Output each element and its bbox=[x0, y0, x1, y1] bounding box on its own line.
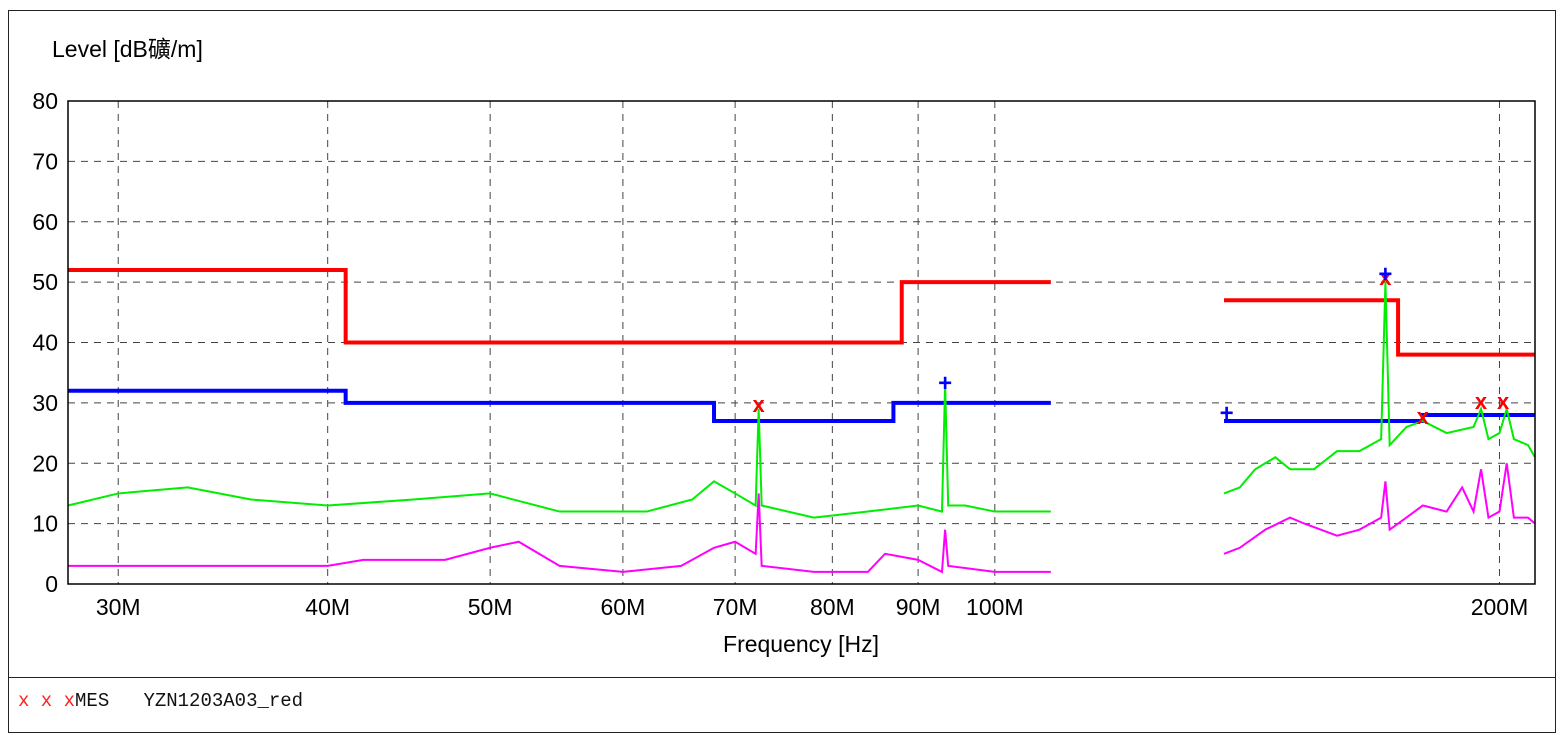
x-tick-label: 200M bbox=[1471, 594, 1529, 620]
peak-marker-plus: + bbox=[1220, 400, 1234, 427]
x-tick-labels: 30M 40M 50M 60M 70M 80M 90M 100M 200M bbox=[96, 594, 1528, 620]
measurement-traces bbox=[67, 282, 1536, 574]
y-tick-label: 30 bbox=[32, 390, 58, 416]
peak-marker-x: x bbox=[1497, 389, 1510, 414]
x-tick-label: 30M bbox=[96, 594, 141, 620]
limit-line bbox=[1224, 298, 1535, 357]
grid-lines bbox=[68, 101, 1535, 584]
y-tick-label: 50 bbox=[32, 269, 58, 295]
y-tick-label: 60 bbox=[32, 209, 58, 235]
x-tick-label: 70M bbox=[713, 594, 758, 620]
chart-frame bbox=[8, 10, 1556, 733]
y-tick-labels: 0 10 20 30 40 50 60 70 80 bbox=[32, 88, 58, 597]
y-tick-label: 40 bbox=[32, 330, 58, 356]
trace-line bbox=[1223, 463, 1536, 555]
x-tick-label: 60M bbox=[601, 594, 646, 620]
x-tick-label: 40M bbox=[305, 594, 350, 620]
y-tick-label: 10 bbox=[32, 511, 58, 537]
peak-marker-x: x bbox=[1417, 404, 1430, 429]
legend-row: x x xMES YZN1203A03_red bbox=[18, 690, 303, 712]
peak-marker-x: x bbox=[1475, 389, 1488, 414]
legend-label: MES bbox=[75, 690, 110, 712]
limit-line bbox=[68, 388, 1051, 423]
plot-area-border bbox=[67, 100, 1536, 585]
peak-marker-x: x bbox=[753, 392, 766, 417]
x-tick-label: 90M bbox=[896, 594, 941, 620]
x-tick-label: 80M bbox=[810, 594, 855, 620]
y-tick-label: 70 bbox=[32, 148, 58, 174]
y-tick-label: 20 bbox=[32, 450, 58, 476]
y-tick-label: 0 bbox=[45, 571, 58, 597]
legend-divider bbox=[8, 677, 1556, 678]
y-tick-label: 80 bbox=[32, 88, 58, 114]
trace-line bbox=[68, 493, 1051, 574]
limit-lines bbox=[68, 268, 1535, 423]
limit-line bbox=[68, 268, 1051, 345]
legend-marker: x x x bbox=[18, 690, 76, 712]
legend-file: YZN1203A03_red bbox=[143, 690, 304, 712]
trace-line bbox=[67, 384, 1051, 519]
trace-line bbox=[1223, 282, 1536, 495]
peak-marker-plus: + bbox=[1378, 261, 1392, 288]
x-tick-label: 50M bbox=[468, 594, 513, 620]
x-tick-label: 100M bbox=[966, 594, 1024, 620]
limit-line bbox=[1224, 412, 1535, 423]
x-axis-label: Frequency [Hz] bbox=[723, 631, 879, 657]
y-axis-label: Level [dB礦/m] bbox=[52, 36, 203, 62]
peak-marker-plus: + bbox=[938, 370, 952, 397]
peak-marker-x: x bbox=[1379, 265, 1392, 290]
